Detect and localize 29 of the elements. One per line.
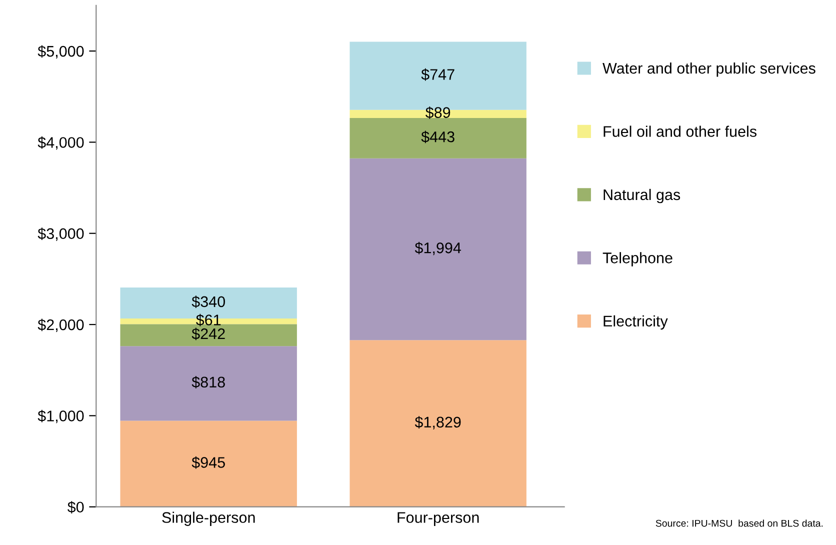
y-tick-label: $4,000 [38, 136, 84, 150]
bar [350, 158, 526, 340]
data-label: $61 [196, 314, 221, 326]
legend-label: Fuel oil and other fuels [604, 126, 757, 137]
bar [350, 340, 526, 507]
legend-label: Water and other public services [602, 62, 816, 77]
bar [120, 420, 297, 507]
data-label: $443 [421, 130, 454, 144]
y-tick-label: $0 [68, 501, 84, 514]
legend-label: Electricity [604, 315, 668, 330]
source-note: Source: IPU-MSU based on BLS data. [656, 520, 823, 527]
legend-label: Natural gas [604, 188, 680, 204]
data-label: $747 [421, 68, 454, 81]
legend-label: Telephone [602, 252, 672, 266]
data-label: $818 [192, 376, 225, 388]
data-label: $945 [192, 456, 225, 469]
x-tick-label: Four-person [398, 512, 479, 526]
bar [120, 346, 297, 421]
data-label: $1,994 [414, 242, 461, 256]
y-tick-label: $1,000 [38, 410, 84, 424]
y-tick-label: $3,000 [38, 228, 84, 241]
x-tick-label: Single-person [162, 512, 255, 526]
y-tick-label: $2,000 [38, 318, 84, 332]
bar [350, 118, 526, 158]
data-label: $340 [192, 296, 225, 308]
data-label: $89 [426, 106, 450, 119]
y-tick-label: $5,000 [38, 45, 84, 59]
data-label: $242 [192, 328, 225, 340]
data-label: $1,829 [414, 416, 461, 430]
